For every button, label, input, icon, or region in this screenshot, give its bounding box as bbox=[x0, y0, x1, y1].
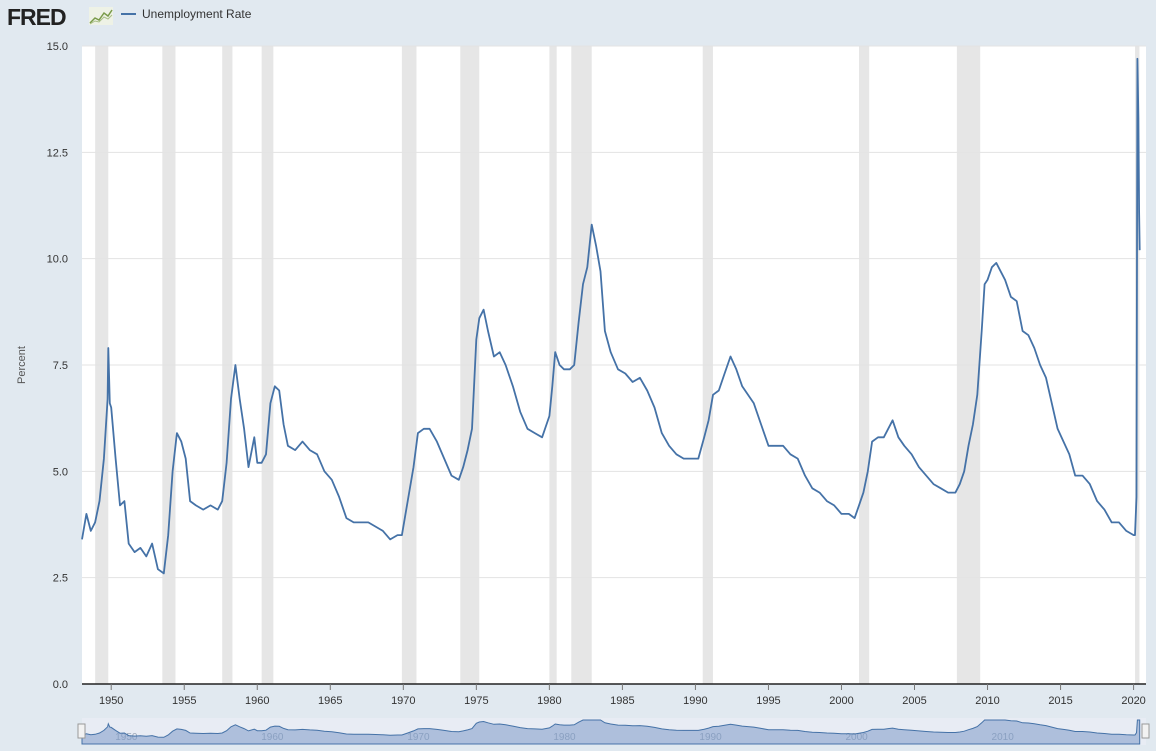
y-tick-labels: 0.0 2.5 5.0 7.5 10.0 12.5 15.0 bbox=[47, 41, 68, 691]
series-line[interactable] bbox=[81, 57, 1141, 575]
legend-label[interactable]: Unemployment Rate bbox=[142, 7, 252, 21]
y-axis-label: Percent bbox=[16, 346, 28, 384]
navigator-series bbox=[81, 719, 1141, 745]
x-tick-label: 1985 bbox=[610, 695, 634, 707]
navigator[interactable]: 1950196019701980199020002010 bbox=[77, 718, 1150, 745]
series-layer bbox=[81, 57, 1141, 575]
x-tick-label: 1960 bbox=[245, 695, 269, 707]
x-tick-label: 1955 bbox=[172, 695, 196, 707]
y-tick-label: 12.5 bbox=[47, 147, 68, 159]
navigator-handle-left[interactable] bbox=[77, 723, 86, 739]
x-tick-label: 1965 bbox=[318, 695, 342, 707]
x-tick-label: 2005 bbox=[902, 695, 926, 707]
fred-logo[interactable]: FRED bbox=[7, 4, 67, 30]
legend-swatch bbox=[121, 13, 136, 15]
x-tick-label: 1970 bbox=[391, 695, 415, 707]
y-tick-label: 2.5 bbox=[53, 573, 68, 585]
y-tick-label: 0.0 bbox=[53, 679, 68, 691]
x-tick-label: 2010 bbox=[975, 695, 999, 707]
x-tick-label: 1975 bbox=[464, 695, 488, 707]
x-tick-label: 1995 bbox=[756, 695, 780, 707]
header: FRED Unemployment Rate bbox=[0, 0, 1156, 36]
chart-legend: Unemployment Rate bbox=[121, 7, 251, 21]
x-tick-labels: 1950 1955 1960 1965 1970 1975 1980 1985 1990 1995… bbox=[99, 684, 1146, 707]
grid-lines bbox=[82, 45, 1146, 579]
y-tick-label: 15.0 bbox=[47, 41, 68, 53]
x-tick-label: 1980 bbox=[537, 695, 561, 707]
fred-graph-icon bbox=[89, 7, 113, 25]
x-tick-label: 2015 bbox=[1048, 695, 1072, 707]
y-tick-label: 5.0 bbox=[53, 466, 68, 478]
x-tick-label: 2020 bbox=[1121, 695, 1145, 707]
x-tick-label: 2000 bbox=[829, 695, 853, 707]
y-tick-label: 7.5 bbox=[53, 360, 68, 372]
x-tick-label: 1990 bbox=[683, 695, 707, 707]
navigator-handle-right[interactable] bbox=[1141, 723, 1150, 739]
x-tick-label: 1950 bbox=[99, 695, 123, 707]
y-tick-label: 10.0 bbox=[47, 254, 68, 266]
